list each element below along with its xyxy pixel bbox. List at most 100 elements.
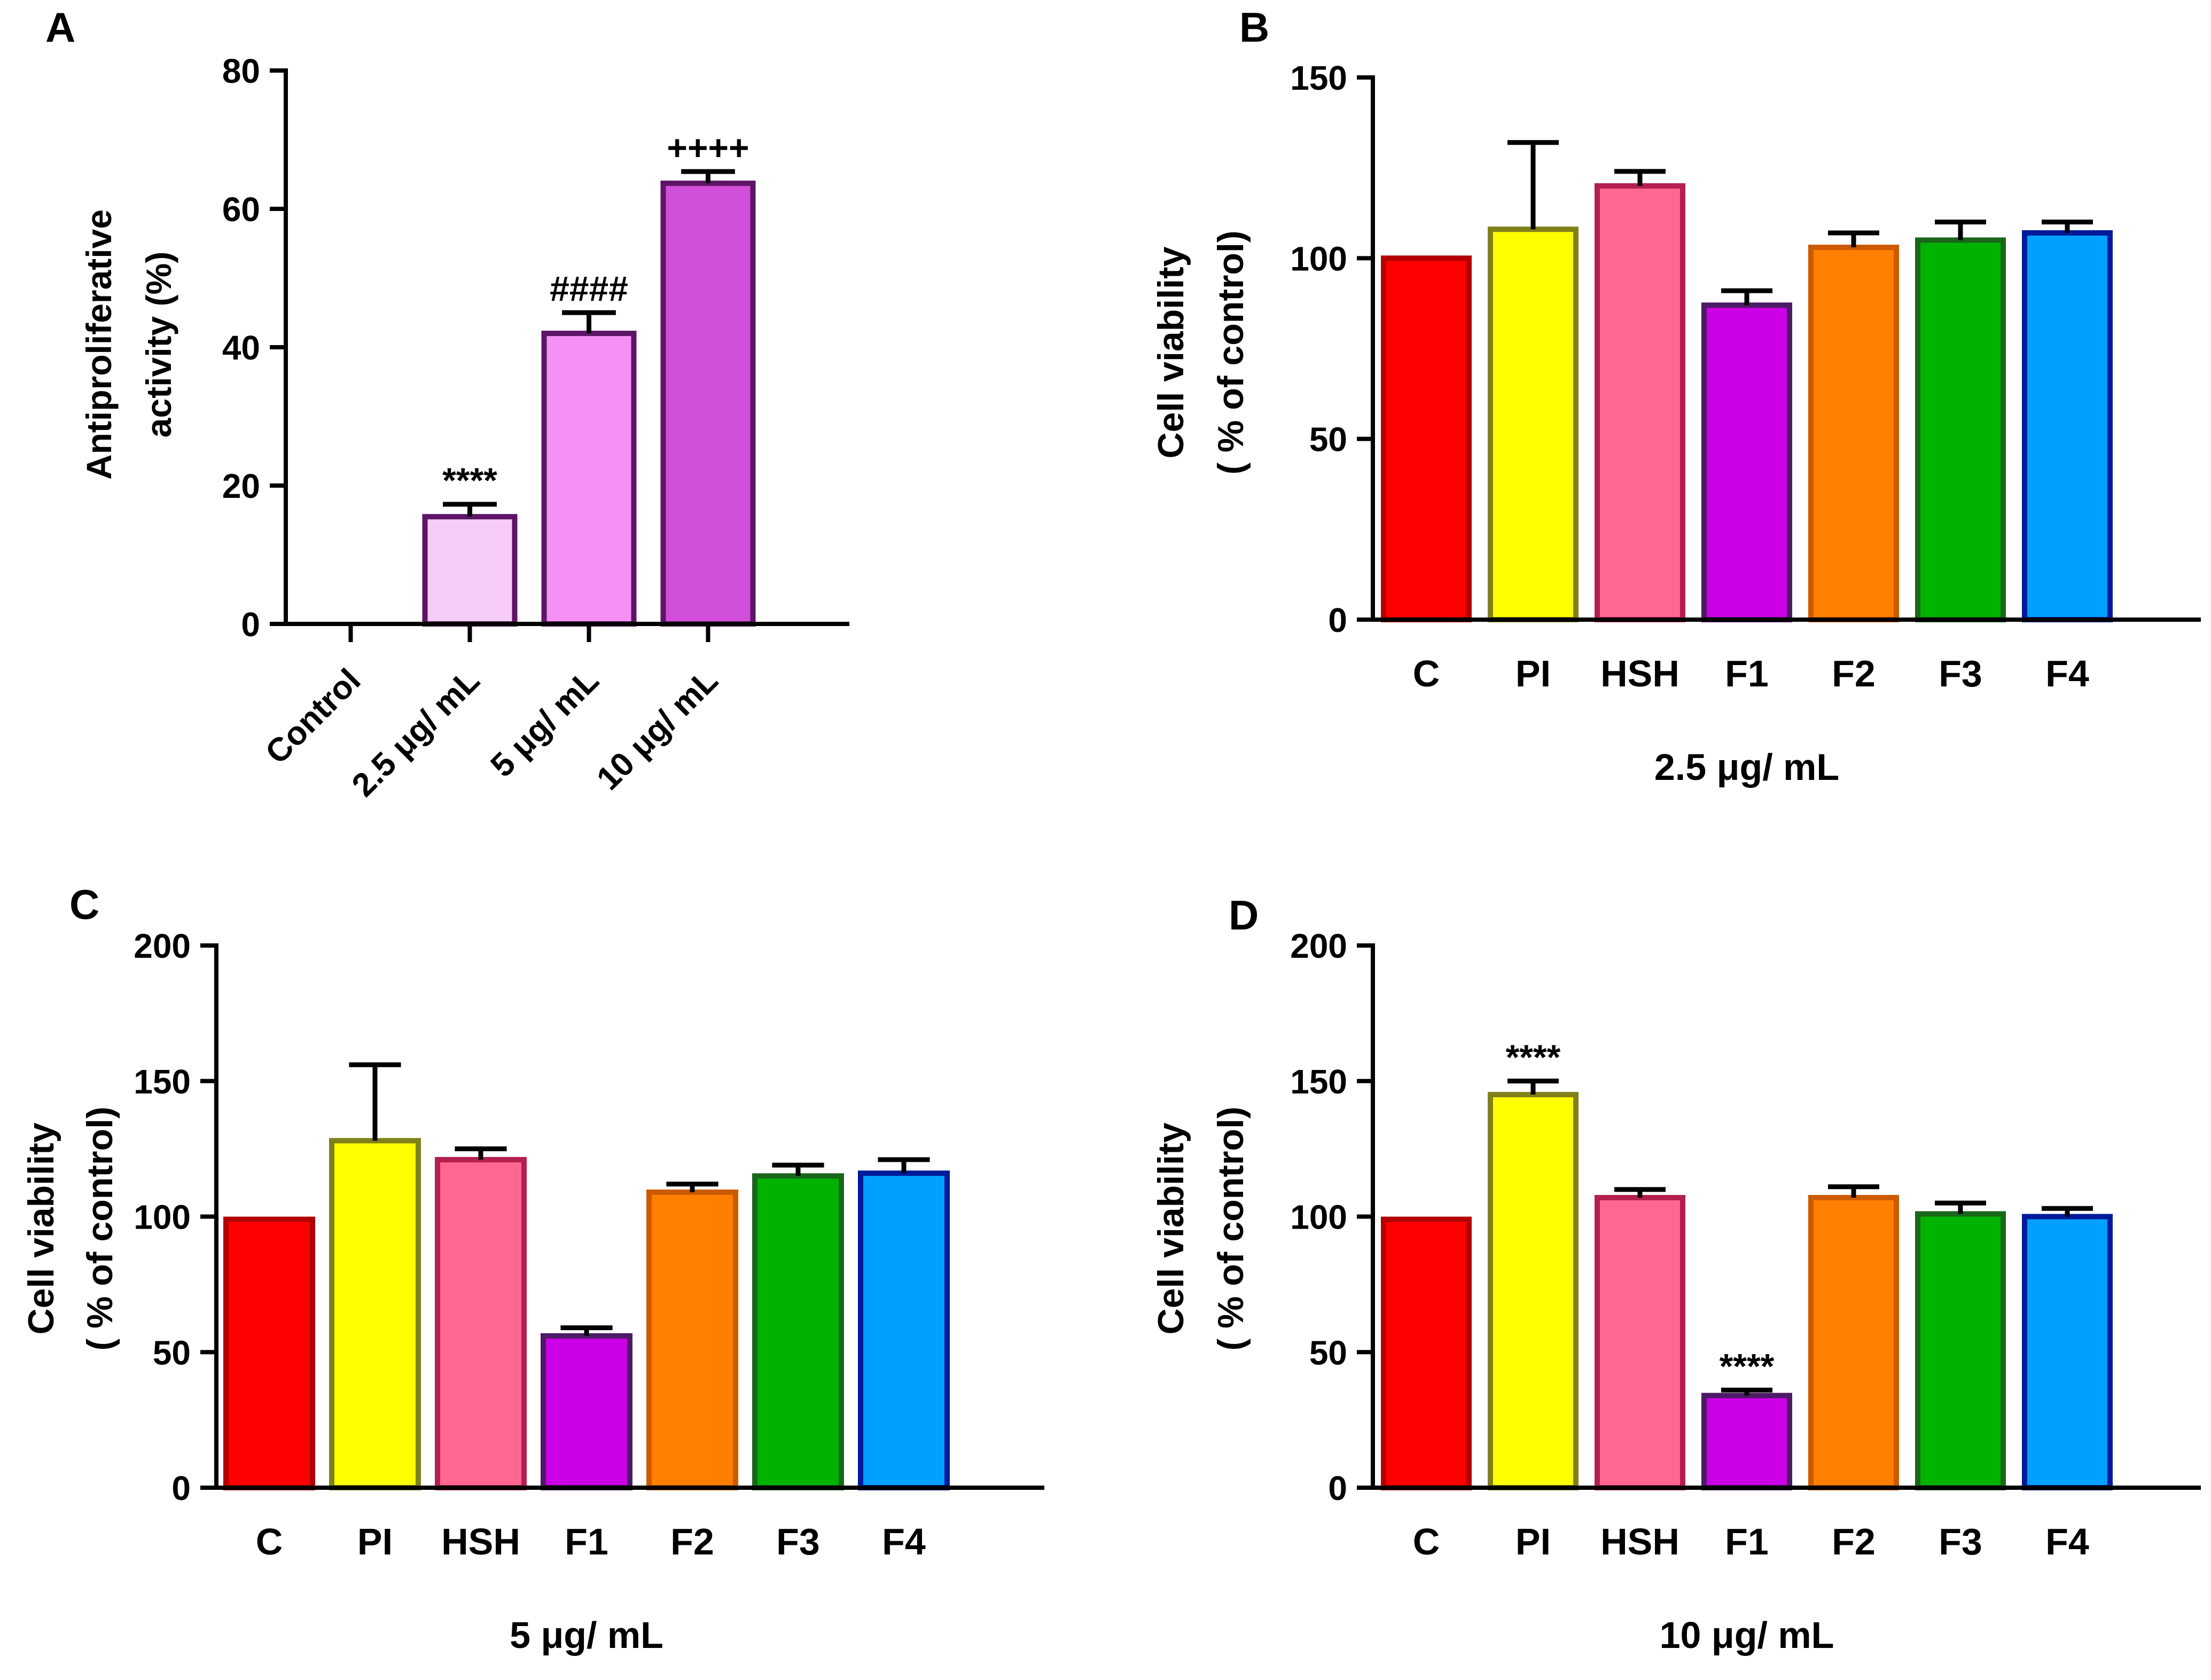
x-tick-label: C: [1413, 1521, 1440, 1562]
error-bar: [562, 310, 616, 334]
error-bar: [349, 1062, 401, 1141]
x-axis-label: 10 μg/ mL: [1660, 1614, 1834, 1656]
bar: [1915, 1211, 2006, 1491]
error-bar: [2042, 1206, 2093, 1217]
bar: [1595, 1194, 1685, 1491]
y-tick-label: 0: [241, 605, 260, 644]
x-tick-label: F2: [1832, 653, 1876, 694]
bar: [329, 1138, 421, 1490]
panel-d: D Cell viability ( % of control) C **** PI HSH…: [1151, 892, 2201, 1656]
bar: [752, 1173, 844, 1490]
x-tick-label: C: [1413, 653, 1440, 694]
y-tick-label: 50: [1309, 1333, 1347, 1372]
bar: [435, 1157, 527, 1491]
bar: [858, 1170, 950, 1491]
x-tick-label: C: [256, 1521, 283, 1562]
bar: [1701, 302, 1792, 622]
y-tick-label: 60: [222, 190, 260, 229]
error-bar: [443, 502, 497, 517]
panel-letter: D: [1229, 892, 1259, 939]
y-axis-label: Cell viability: [1151, 246, 1191, 458]
error-bar: [1507, 140, 1559, 230]
error-bar: [681, 169, 735, 184]
y-tick-label: 150: [134, 1062, 191, 1101]
x-tick-label: F4: [2045, 653, 2089, 694]
error-bar: [1721, 1387, 1772, 1396]
bar: [1595, 183, 1685, 622]
bar: [1808, 1194, 1899, 1491]
x-tick-label: F2: [1832, 1521, 1876, 1562]
y-tick-label: 100: [1290, 1198, 1347, 1237]
x-tick-label: F3: [1939, 653, 1982, 694]
bar: [2022, 230, 2113, 622]
error-bar: [1828, 1184, 1879, 1198]
significance-label: ####: [550, 269, 628, 308]
panel-letter: B: [1239, 4, 1269, 51]
y-tick-label: 150: [1290, 1062, 1347, 1101]
x-tick-label: HSH: [1600, 653, 1679, 694]
x-tick-label: F2: [670, 1521, 714, 1562]
panel-letter: C: [69, 881, 99, 928]
x-tick-label: F4: [882, 1521, 926, 1562]
error-bar: [1935, 1200, 1986, 1214]
x-tick-label: F4: [2045, 1521, 2089, 1562]
x-tick-label: F1: [1725, 653, 1769, 694]
y-tick-label: 40: [222, 329, 260, 367]
significance-label: ****: [1720, 1346, 1775, 1386]
x-tick-label: F1: [1725, 1521, 1769, 1562]
panel-a: A Antiproliferative activity (%) Control ***…: [45, 4, 849, 804]
y-tick-label: 0: [1328, 1469, 1347, 1507]
bar: [1915, 237, 2006, 622]
y-tick-label: 100: [1290, 239, 1347, 278]
x-tick-label: F3: [1939, 1521, 1982, 1562]
error-bar: [666, 1182, 718, 1192]
x-tick-label: HSH: [1600, 1521, 1679, 1562]
significance-label: ****: [442, 460, 497, 500]
x-tick-label: F3: [776, 1521, 820, 1562]
error-bar: [772, 1162, 824, 1176]
error-bar: [1721, 288, 1772, 306]
bar: [660, 181, 756, 627]
x-tick-label: 2.5 μg/ mL: [345, 662, 487, 804]
panel-b: B Cell viability ( % of control) C PI HSH F1 F2…: [1151, 4, 2201, 788]
error-bar: [1935, 220, 1986, 240]
panel-c: C Cell viability ( % of control) C PI HSH F1 F2…: [21, 881, 1044, 1656]
y-tick-label: 80: [222, 52, 260, 90]
y-tick-label: 100: [134, 1198, 191, 1237]
y-axis-label: ( % of control): [80, 1106, 120, 1350]
error-bar: [1614, 169, 1666, 186]
x-tick-label: F1: [565, 1521, 608, 1562]
x-tick-label: PI: [357, 1521, 393, 1562]
bar: [1701, 1393, 1792, 1490]
error-bar: [560, 1325, 613, 1336]
x-tick-label: Control: [259, 662, 368, 771]
error-bar: [455, 1146, 507, 1160]
y-axis-label: Cell viability: [21, 1122, 61, 1334]
y-axis-label: ( % of control): [1210, 1106, 1251, 1350]
bar: [1488, 1092, 1579, 1490]
x-axis-label: 5 μg/ mL: [510, 1614, 663, 1656]
x-tick-label: PI: [1515, 653, 1551, 694]
y-axis-label: Cell viability: [1151, 1122, 1191, 1334]
bar: [422, 514, 518, 627]
error-bar: [1507, 1079, 1559, 1095]
x-tick-label: 10 μg/ mL: [590, 662, 725, 797]
y-tick-label: 200: [1290, 927, 1347, 965]
significance-label: ****: [1506, 1037, 1561, 1077]
x-tick-label: 5 μg/ mL: [483, 662, 606, 784]
y-tick-label: 20: [222, 467, 260, 505]
x-axis-label: 2.5 μg/ mL: [1654, 746, 1839, 788]
bar: [1381, 1216, 1472, 1490]
y-tick-label: 150: [1290, 59, 1347, 97]
y-tick-label: 50: [153, 1333, 191, 1372]
x-tick-label: PI: [1515, 1521, 1551, 1562]
y-tick-label: 0: [171, 1469, 191, 1507]
error-bar: [1828, 230, 1879, 248]
bar: [1808, 245, 1899, 622]
bar: [646, 1189, 738, 1490]
bar: [541, 331, 637, 627]
y-tick-label: 0: [1328, 601, 1347, 639]
y-tick-label: 200: [134, 927, 191, 965]
y-axis-label: Antiproliferative: [79, 209, 119, 480]
error-bar: [2042, 220, 2093, 233]
